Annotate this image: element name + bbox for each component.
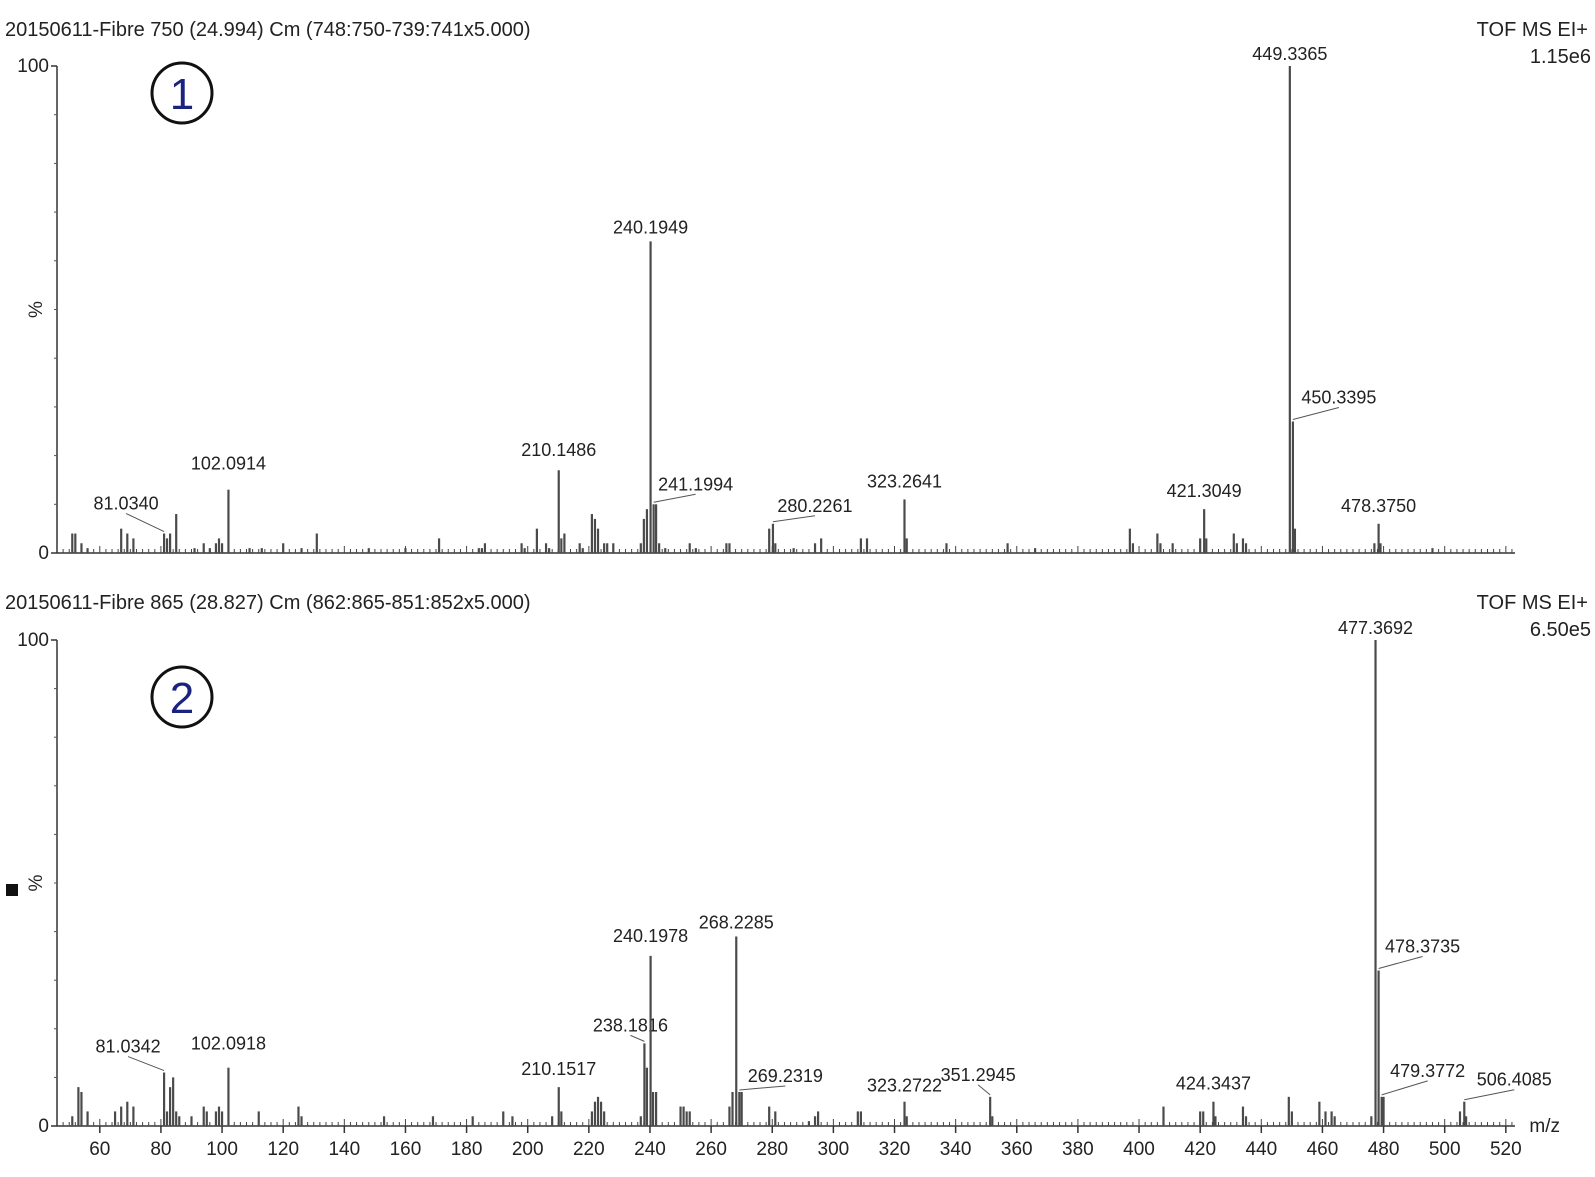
peak-label: 351.2945: [941, 1065, 1016, 1085]
mode-label: TOF MS EI+: [1477, 592, 1588, 614]
peak-label: 102.0918: [191, 1034, 266, 1054]
x-tick-label: 340: [940, 1139, 972, 1160]
peak-leader: [772, 515, 816, 523]
x-tick-label: 120: [267, 1139, 299, 1160]
peak-label: 450.3395: [1301, 388, 1376, 408]
peak-label: 241.1994: [658, 474, 733, 494]
selection-marker-square: [6, 884, 18, 896]
y-tick-label: 0: [38, 1116, 49, 1137]
peak-label: 268.2285: [699, 912, 774, 932]
spectrum-panel-1: 20150611-Fibre 750 (24.994) Cm (748:750-…: [5, 19, 1591, 564]
peak-label: 424.3437: [1176, 1074, 1251, 1094]
x-tick-label: 420: [1184, 1139, 1216, 1160]
panel-number-circle: [150, 61, 214, 125]
peak-leader: [1464, 1089, 1515, 1101]
peak-label: 269.2319: [748, 1066, 823, 1086]
x-tick-label: 300: [818, 1139, 850, 1160]
spectrum-panel-2: 20150611-Fibre 865 (28.827) Cm (862:865-…: [5, 592, 1591, 1160]
peak-leader: [653, 493, 696, 503]
panel-number: 1: [170, 70, 194, 119]
x-tick-label: 520: [1490, 1139, 1522, 1160]
peak-leader: [739, 1085, 786, 1091]
x-tick-label: 220: [573, 1139, 605, 1160]
peak-label: 479.3772: [1390, 1061, 1465, 1081]
peak-label: 240.1949: [613, 217, 688, 237]
x-tick-label: 280: [756, 1139, 788, 1160]
peak-leader: [1381, 1080, 1428, 1096]
x-tick-label: 160: [390, 1139, 422, 1160]
x-tick-label: 80: [150, 1139, 171, 1160]
peak-leader: [630, 1034, 645, 1042]
intensity-label: 1.15e6: [1530, 46, 1591, 68]
x-tick-label: 400: [1123, 1139, 1155, 1160]
peak-label: 102.0914: [191, 454, 266, 474]
x-axis-label: m/z: [1529, 1116, 1560, 1137]
peak-label: 506.4085: [1477, 1070, 1552, 1090]
x-tick-label: 140: [328, 1139, 360, 1160]
peak-label: 478.3735: [1385, 936, 1460, 956]
peak-label: 449.3365: [1252, 44, 1327, 64]
intensity-label: 6.50e5: [1530, 619, 1591, 641]
y-tick-label: 100: [17, 56, 49, 77]
x-tick-label: 60: [89, 1139, 110, 1160]
panel-number: 2: [170, 674, 194, 723]
peak-label: 478.3750: [1341, 496, 1416, 516]
peak-label: 323.2722: [867, 1076, 942, 1096]
x-tick-label: 360: [1001, 1139, 1033, 1160]
peak-leader: [125, 513, 165, 532]
peak-label: 323.2641: [867, 471, 942, 491]
x-tick-label: 200: [512, 1139, 544, 1160]
peak-label: 81.0340: [94, 494, 159, 514]
panel-number-circle: [150, 665, 214, 729]
peak-leader: [127, 1056, 165, 1072]
peak-label: 421.3049: [1167, 481, 1242, 501]
peak-leader: [1378, 955, 1423, 969]
x-tick-label: 180: [451, 1139, 483, 1160]
x-tick-label: 500: [1429, 1139, 1461, 1160]
x-tick-label: 100: [206, 1139, 238, 1160]
peak-leader: [1292, 407, 1340, 420]
y-tick-label: 100: [17, 630, 49, 651]
panel-title: 20150611-Fibre 750 (24.994) Cm (748:750-…: [5, 19, 531, 41]
peak-leader: [977, 1084, 991, 1096]
y-axis-label: %: [26, 874, 47, 891]
peak-label: 210.1486: [521, 440, 596, 460]
peak-label: 238.1816: [593, 1015, 668, 1035]
peak-label: 280.2261: [777, 496, 852, 516]
panel-title: 20150611-Fibre 865 (28.827) Cm (862:865-…: [5, 592, 531, 614]
x-tick-label: 320: [879, 1139, 911, 1160]
x-tick-label: 380: [1062, 1139, 1094, 1160]
y-tick-label: 0: [38, 543, 49, 564]
x-tick-label: 460: [1307, 1139, 1339, 1160]
x-tick-label: 260: [695, 1139, 727, 1160]
mode-label: TOF MS EI+: [1477, 19, 1588, 41]
peak-label: 477.3692: [1338, 618, 1413, 638]
peak-label: 210.1517: [521, 1059, 596, 1079]
x-tick-label: 240: [634, 1139, 666, 1160]
y-axis-label: %: [26, 301, 47, 318]
x-tick-label: 480: [1368, 1139, 1400, 1160]
x-tick-label: 440: [1245, 1139, 1277, 1160]
peak-label: 81.0342: [96, 1037, 161, 1057]
peak-label: 240.1978: [613, 926, 688, 946]
